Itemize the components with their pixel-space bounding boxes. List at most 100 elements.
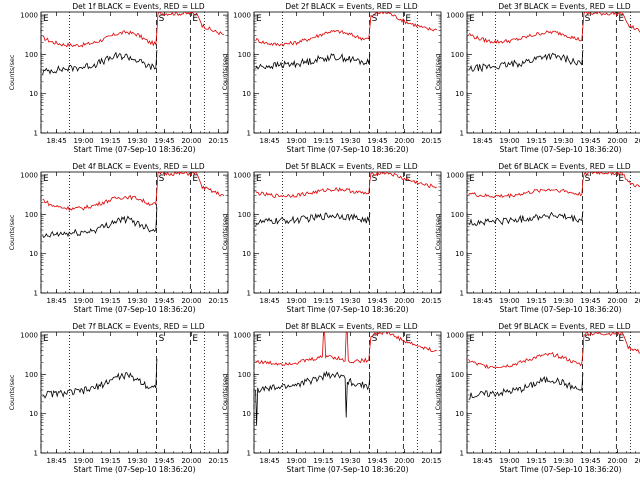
x-tick-label: 19:00 — [73, 137, 93, 145]
panel-det-2: Det 2f BLACK = Events, RED = LLD 1 10 100 10… — [221, 2, 442, 154]
x-tick-label: 19:30 — [127, 137, 147, 145]
x-tick-label: 20:00 — [607, 297, 627, 305]
y-tick-label: 100 — [451, 211, 464, 219]
marker-label: S — [585, 14, 591, 24]
series-events — [468, 49, 584, 73]
x-tick-label: 20:15 — [208, 137, 228, 145]
x-tick-label: 19:15 — [100, 137, 120, 145]
chart-title: Det 9f BLACK = Events, RED = LLD — [498, 322, 631, 331]
x-tick-label: 19:00 — [73, 457, 93, 465]
x-tick-label: 19:30 — [553, 137, 573, 145]
y-tick-label: 1 — [247, 290, 251, 298]
x-axis-label: Start Time (07-Sep-10 18:36:20) — [74, 465, 196, 474]
x-tick-label: 18:45 — [259, 137, 279, 145]
marker-label: E — [256, 174, 262, 184]
x-tick-label: 20:00 — [181, 137, 201, 145]
y-tick-label: 1000 — [20, 12, 38, 20]
x-tick-label: 19:15 — [100, 457, 120, 465]
y-tick-label: 100 — [451, 371, 464, 379]
y-tick-label: 1000 — [446, 332, 464, 340]
y-tick-label: 1 — [460, 290, 464, 298]
marker-label: S — [372, 174, 378, 184]
plot-frame — [253, 331, 442, 454]
y-tick-label: 1000 — [233, 12, 251, 20]
x-tick-label: 20:00 — [607, 457, 627, 465]
x-tick-label: 18:45 — [472, 297, 492, 305]
chart-title: Det 1f BLACK = Events, RED = LLD — [72, 2, 205, 11]
x-tick-label: 19:45 — [367, 137, 387, 145]
x-tick-label: 19:15 — [313, 457, 333, 465]
chart-title: Det 5f BLACK = Events, RED = LLD — [285, 162, 418, 171]
y-axis-label: Counts/sec — [221, 54, 229, 90]
y-tick-label: 1 — [34, 130, 38, 138]
chart-title: Det 8f BLACK = Events, RED = LLD — [285, 322, 418, 331]
series-lld — [468, 172, 640, 199]
plot-frame — [253, 11, 442, 134]
series-events — [42, 49, 158, 75]
y-tick-label: 1 — [460, 450, 464, 458]
y-tick-label: 10 — [242, 410, 251, 418]
y-tick-label: 10 — [29, 410, 38, 418]
x-tick-label: 19:30 — [553, 297, 573, 305]
chart-title: Det 3f BLACK = Events, RED = LLD — [498, 2, 631, 11]
x-axis-label: Start Time (07-Sep-10 18:36:20) — [287, 465, 409, 474]
x-tick-label: 19:30 — [127, 297, 147, 305]
y-tick-label: 1000 — [233, 172, 251, 180]
x-tick-label: 19:45 — [580, 297, 600, 305]
y-tick-label: 100 — [25, 51, 38, 59]
y-tick-label: 1 — [247, 450, 251, 458]
x-axis-label: Start Time (07-Sep-10 18:36:20) — [287, 305, 409, 314]
y-tick-label: 10 — [455, 410, 464, 418]
panel-det-3: Det 3f BLACK = Events, RED = LLD 1 10 100 10… — [434, 2, 640, 154]
x-tick-label: 19:30 — [340, 297, 360, 305]
x-tick-label: 18:45 — [46, 297, 66, 305]
y-axis-label: Counts/sec — [8, 54, 16, 90]
y-tick-label: 10 — [242, 250, 251, 258]
x-tick-label: 19:45 — [580, 137, 600, 145]
x-tick-label: 18:45 — [472, 457, 492, 465]
series-lld — [255, 332, 437, 366]
series-events — [42, 358, 158, 399]
plot-frame — [40, 331, 229, 454]
panel-det-9: Det 9f BLACK = Events, RED = LLD 1 10 100 10… — [434, 322, 640, 474]
marker-label: E — [469, 174, 475, 184]
x-axis-label: Start Time (07-Sep-10 18:36:20) — [500, 145, 622, 154]
marker-label: E — [43, 14, 49, 24]
x-tick-label: 19:15 — [526, 137, 546, 145]
x-tick-label: 20:00 — [394, 297, 414, 305]
y-axis-label: Counts/sec — [221, 374, 229, 410]
panel-det-1: Det 1f BLACK = Events, RED = LLD 1 10 100 10… — [8, 2, 229, 154]
x-tick-label: 20:15 — [208, 457, 228, 465]
x-tick-label: 19:45 — [154, 137, 174, 145]
y-tick-label: 1 — [460, 130, 464, 138]
series-events — [468, 211, 584, 227]
y-tick-label: 10 — [29, 90, 38, 98]
x-tick-label: 20:00 — [394, 457, 414, 465]
x-tick-label: 19:15 — [100, 297, 120, 305]
x-tick-label: 19:45 — [367, 297, 387, 305]
plot-frame — [466, 331, 640, 454]
series-events — [255, 212, 371, 227]
marker-label: E — [192, 174, 198, 184]
x-tick-label: 19:30 — [340, 457, 360, 465]
x-tick-label: 19:15 — [313, 137, 333, 145]
marker-label: E — [43, 174, 49, 184]
marker-label: E — [618, 14, 624, 24]
series-lld — [255, 172, 438, 198]
y-tick-label: 1000 — [233, 332, 251, 340]
x-tick-label: 19:45 — [367, 457, 387, 465]
marker-label: E — [618, 174, 624, 184]
x-tick-label: 18:45 — [472, 137, 492, 145]
marker-label: S — [372, 14, 378, 24]
x-tick-label: 20:00 — [607, 137, 627, 145]
x-tick-label: 19:30 — [127, 457, 147, 465]
y-tick-label: 1000 — [446, 172, 464, 180]
x-tick-label: 19:30 — [553, 457, 573, 465]
y-axis-label: Counts/sec — [434, 54, 442, 90]
y-tick-label: 100 — [25, 211, 38, 219]
y-tick-label: 100 — [451, 51, 464, 59]
y-tick-label: 10 — [455, 250, 464, 258]
x-tick-label: 20:15 — [208, 297, 228, 305]
marker-label: E — [405, 334, 411, 344]
y-tick-label: 1000 — [20, 172, 38, 180]
